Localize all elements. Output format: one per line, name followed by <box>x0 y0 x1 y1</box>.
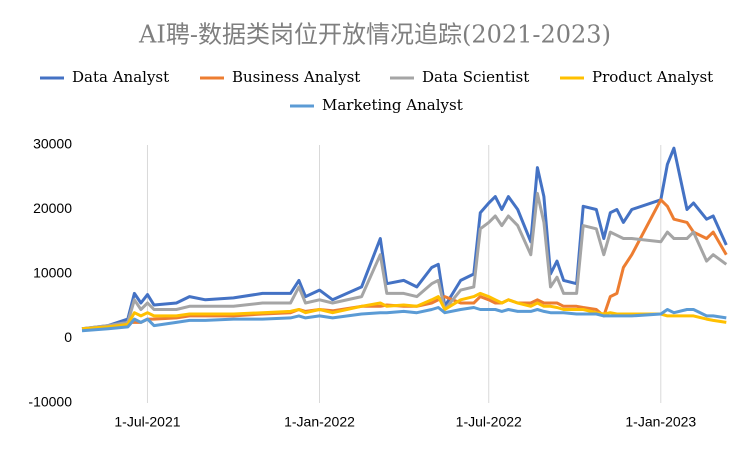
chart-title: AI聘-数据类岗位开放情况追踪(2021-2023) <box>138 21 611 49</box>
x-tick-label: 1-Jan-2022 <box>284 414 355 430</box>
y-tick-label: 30000 <box>33 136 72 152</box>
legend-label: Data Analyst <box>72 68 169 86</box>
x-tick-label: 1-Jul-2021 <box>114 414 180 430</box>
line-series <box>81 198 728 331</box>
legend-label: Data Scientist <box>422 68 529 86</box>
x-tick-label: 1-Jul-2022 <box>456 414 522 430</box>
y-tick-label: -10000 <box>28 394 72 410</box>
y-tick-label: 10000 <box>33 265 72 281</box>
y-tick-label: 0 <box>64 329 72 345</box>
legend-label: Marketing Analyst <box>322 96 463 114</box>
legend-label: Product Analyst <box>592 68 713 86</box>
y-tick-label: 20000 <box>33 200 72 216</box>
legend-label: Business Analyst <box>232 68 360 86</box>
line-series <box>81 191 728 331</box>
line-series <box>81 291 727 331</box>
line-series <box>81 306 727 333</box>
x-tick-label: 1-Jan-2023 <box>625 414 696 430</box>
line-series <box>81 146 728 331</box>
